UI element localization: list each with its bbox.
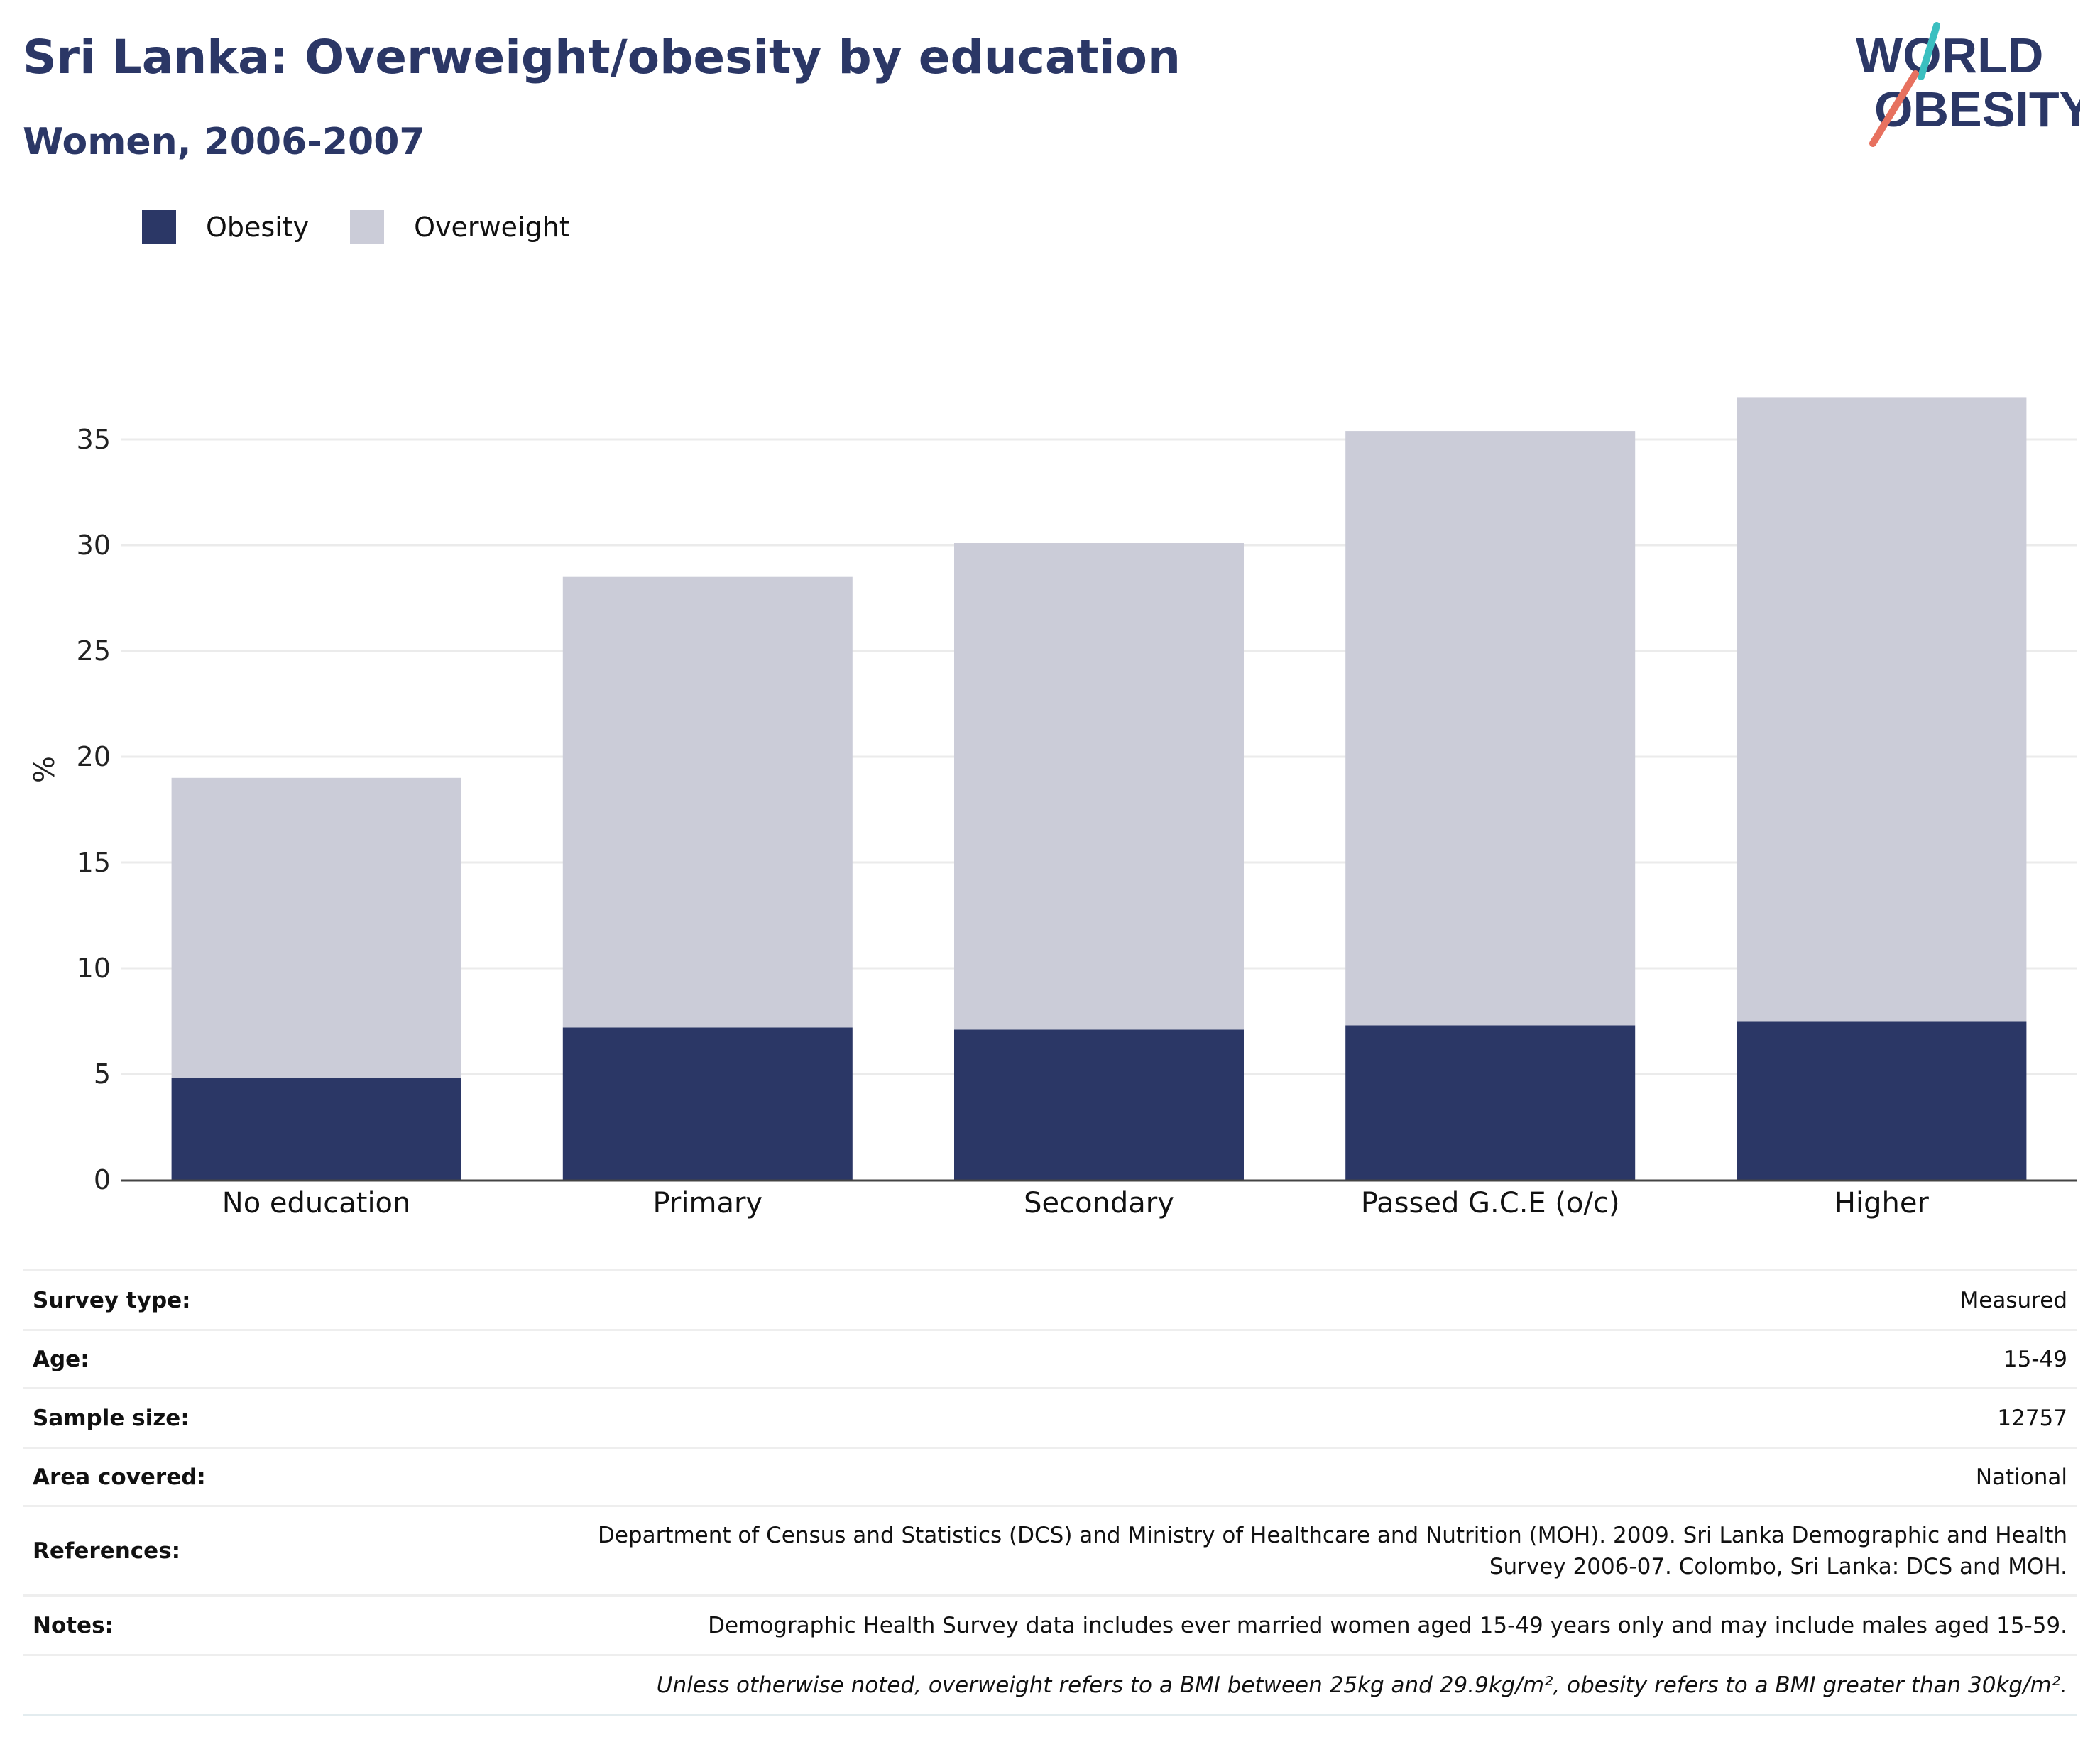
info-value: Department of Census and Statistics (DCS… (341, 1505, 2077, 1596)
logo-slash-coral (1869, 70, 1919, 147)
info-value-line: Survey 2006-07. Colombo, Sri Lanka: DCS … (1489, 1553, 2067, 1579)
y-tick-label: 15 (77, 847, 111, 878)
info-row: Survey type: Measured (23, 1269, 2077, 1330)
x-tick-label: Primary (653, 1187, 763, 1220)
x-tick-label: Passed G.C.E (o/c) (1361, 1187, 1620, 1220)
chart-title: Sri Lanka: Overweight/obesity by educati… (23, 30, 1181, 84)
chart-subtitle: Women, 2006-2007 (23, 121, 425, 163)
chart-legend: Obesity Overweight (142, 210, 611, 244)
info-row: Age: 15-49 (23, 1329, 2077, 1389)
info-value: Measured (341, 1269, 2077, 1330)
info-value: National (341, 1447, 2077, 1506)
x-tick-label: Higher (1834, 1187, 1930, 1220)
info-row: References: Department of Census and Stat… (23, 1505, 2077, 1596)
info-value: 15-49 (341, 1329, 2077, 1389)
survey-info-table: Survey type: Measured Age: 15-49 Sample size… (23, 1269, 2077, 1716)
x-tick-label: No education (222, 1187, 411, 1220)
info-row: Notes: Demographic Health Survey data inc… (23, 1594, 2077, 1655)
legend-swatch-obesity (142, 210, 176, 244)
bar-overweight (954, 543, 1244, 1030)
info-footnote-row: Unless otherwise noted, overweight refer… (23, 1654, 2077, 1716)
bar-overweight (1737, 397, 2027, 1022)
y-tick-label: 20 (77, 741, 111, 772)
info-key: References: (23, 1505, 341, 1596)
y-tick-label: 35 (77, 424, 111, 455)
bar-overweight (1345, 431, 1636, 1026)
info-value: 12757 (341, 1387, 2077, 1448)
x-tick-label: Secondary (1024, 1187, 1174, 1220)
bar-obesity (954, 1029, 1244, 1180)
y-axis-label: % (28, 756, 61, 783)
legend-label-obesity: Obesity (206, 212, 310, 243)
bar-obesity (1737, 1021, 2027, 1180)
bar-obesity (562, 1027, 853, 1180)
stacked-bar-chart: 0 5 10 15 20 25 30 35% No education Primary Second… (28, 397, 2077, 1220)
y-tick-label: 0 (94, 1164, 111, 1195)
y-tick-label: 25 (77, 635, 111, 667)
info-value-line: Department of Census and Statistics (DCS… (597, 1522, 2067, 1548)
footnote: Unless otherwise noted, overweight refer… (23, 1654, 2077, 1716)
world-obesity-logo: WORLD OBESITY (1856, 22, 2080, 147)
legend-swatch-overweight (350, 210, 385, 244)
bar-overweight (171, 777, 461, 1078)
info-row: Sample size: 12757 (23, 1387, 2077, 1448)
logo-slash-teal (1918, 22, 1940, 80)
info-key: Notes: (23, 1594, 341, 1655)
y-tick-label: 30 (77, 530, 111, 561)
info-key: Survey type: (23, 1269, 341, 1330)
info-key: Sample size: (23, 1387, 341, 1448)
info-value: Demographic Health Survey data includes … (341, 1594, 2077, 1655)
y-tick-label: 10 (77, 953, 111, 984)
info-key: Area covered: (23, 1447, 341, 1506)
logo-text-world: WORLD (1856, 28, 2043, 83)
bar-obesity (171, 1078, 461, 1180)
info-key: Age: (23, 1329, 341, 1389)
info-row: Area covered: National (23, 1447, 2077, 1506)
legend-label-overweight: Overweight (414, 212, 570, 243)
legend-item-obesity[interactable]: Obesity (142, 210, 309, 244)
legend-item-overweight[interactable]: Overweight (350, 210, 570, 244)
bar-overweight (562, 576, 853, 1028)
bar-obesity (1345, 1025, 1636, 1180)
y-tick-label: 5 (94, 1058, 111, 1090)
